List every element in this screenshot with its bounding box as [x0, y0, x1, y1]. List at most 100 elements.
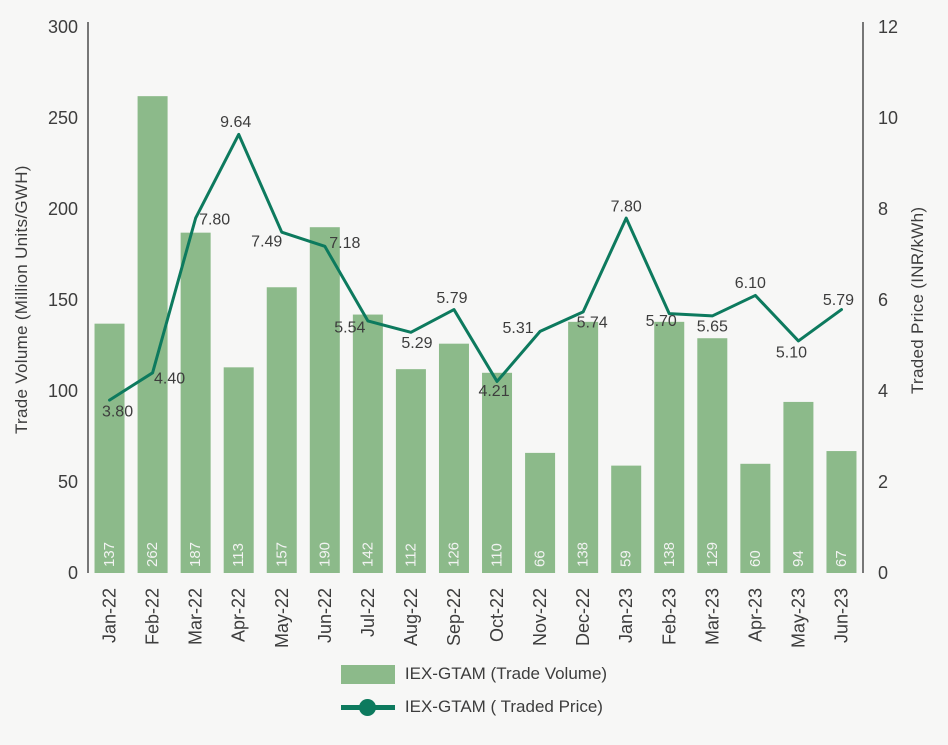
- category-label: Jan-22: [100, 588, 120, 643]
- category-label: May-23: [788, 588, 808, 648]
- bar-swatch-icon: [340, 664, 395, 684]
- bar: [611, 465, 642, 573]
- bar: [352, 314, 383, 573]
- legend-label-traded-price: IEX-GTAM ( Traded Price): [404, 697, 603, 716]
- right-tick-label: 2: [878, 472, 888, 492]
- legend-label-trade-volume: IEX-GTAM (Trade Volume): [404, 664, 608, 683]
- right-tick-label: 4: [878, 381, 888, 401]
- category-label: Jun-23: [831, 588, 851, 643]
- legend-item-traded-price: IEX-GTAM ( Traded Price): [340, 697, 607, 717]
- left-tick-label: 250: [48, 108, 78, 128]
- bar-value-label: 94: [790, 550, 807, 567]
- category-label: Apr-23: [745, 588, 765, 642]
- category-label: Feb-22: [143, 588, 163, 645]
- left-tick-label: 50: [58, 472, 78, 492]
- price-point-label: 7.49: [251, 234, 282, 251]
- bar-value-label: 59: [618, 550, 635, 567]
- price-point-label: 3.80: [102, 404, 133, 421]
- category-label: Nov-22: [530, 588, 550, 646]
- bar: [223, 367, 254, 573]
- category-label: Aug-22: [401, 588, 421, 646]
- bar: [94, 323, 125, 573]
- bar: [525, 452, 556, 573]
- bar-value-label: 187: [187, 542, 204, 567]
- bar-value-label: 112: [402, 543, 419, 567]
- price-point-label: 7.80: [611, 199, 642, 216]
- category-label: Mar-22: [186, 588, 206, 645]
- bar-value-label: 138: [661, 542, 678, 567]
- bar-value-label: 60: [747, 550, 764, 567]
- price-point-label: 4.40: [154, 370, 185, 387]
- bar-value-label: 113: [230, 543, 247, 567]
- bar: [482, 372, 513, 573]
- left-tick-label: 200: [48, 199, 78, 219]
- category-label: Feb-23: [659, 588, 679, 645]
- bar: [568, 321, 599, 573]
- left-tick-label: 300: [48, 17, 78, 37]
- bar: [395, 369, 426, 573]
- price-point-label: 5.54: [334, 319, 365, 336]
- category-label: May-22: [272, 588, 292, 648]
- price-point-label: 5.79: [436, 290, 467, 307]
- price-point-label: 6.10: [735, 275, 766, 292]
- right-axis-title: Traded Price (INR/kWh): [908, 206, 927, 394]
- bar-value-label: 190: [316, 542, 333, 567]
- bar-value-label: 66: [532, 550, 549, 567]
- legend-item-trade-volume: IEX-GTAM (Trade Volume): [340, 664, 608, 684]
- left-tick-label: 0: [68, 563, 78, 583]
- bar-value-label: 262: [144, 542, 161, 567]
- category-label: Apr-22: [229, 588, 249, 642]
- category-label: Mar-23: [702, 588, 722, 645]
- price-point-label: 7.18: [329, 235, 360, 252]
- price-point-label: 5.10: [776, 344, 807, 361]
- price-point-label: 5.70: [646, 313, 677, 330]
- right-tick-label: 0: [878, 563, 888, 583]
- price-point-label: 5.79: [823, 292, 854, 309]
- bar: [309, 227, 340, 573]
- price-point-label: 5.65: [697, 318, 728, 335]
- bar-value-label: 137: [101, 542, 118, 567]
- right-tick-label: 10: [878, 108, 898, 128]
- price-point-label: 4.21: [478, 383, 509, 400]
- bar-value-label: 126: [445, 542, 462, 567]
- bar: [740, 463, 771, 573]
- category-label: Dec-22: [573, 588, 593, 646]
- price-point-label: 5.29: [401, 335, 432, 352]
- category-label: Jul-22: [358, 588, 378, 637]
- right-tick-label: 12: [878, 17, 898, 37]
- bar-value-label: 142: [359, 542, 376, 567]
- left-tick-label: 100: [48, 381, 78, 401]
- bar-value-label: 67: [833, 550, 850, 567]
- legend: IEX-GTAM (Trade Volume) IEX-GTAM ( Trade…: [0, 664, 948, 730]
- bar: [266, 287, 297, 573]
- line-dot-icon: [358, 698, 376, 716]
- legend-items: IEX-GTAM (Trade Volume) IEX-GTAM ( Trade…: [340, 664, 608, 717]
- bar: [180, 232, 211, 573]
- category-label: Sep-22: [444, 588, 464, 646]
- price-point-label: 5.31: [503, 320, 534, 337]
- price-point-label: 7.80: [199, 212, 230, 229]
- bar-value-label: 138: [575, 542, 592, 567]
- right-tick-label: 6: [878, 290, 888, 310]
- right-tick-label: 8: [878, 199, 888, 219]
- price-point-label: 9.64: [220, 114, 251, 131]
- bar: [826, 451, 857, 573]
- left-axis-title: Trade Volume (Million Units/GWH): [12, 165, 31, 435]
- bar-value-label: 157: [273, 542, 290, 567]
- bar: [438, 343, 469, 573]
- price-point-label: 5.74: [577, 314, 608, 331]
- bar: [654, 321, 685, 573]
- bar-value-label: 129: [704, 542, 721, 567]
- price-line: [108, 132, 843, 402]
- category-label: Jan-23: [616, 588, 636, 643]
- category-label: Jun-22: [315, 588, 335, 643]
- line-dot-marker-icon: [340, 698, 395, 716]
- bar: [697, 338, 728, 573]
- left-tick-label: 150: [48, 290, 78, 310]
- bar-value-label: 110: [489, 543, 506, 567]
- bar: [783, 401, 814, 573]
- category-label: Oct-22: [487, 588, 507, 642]
